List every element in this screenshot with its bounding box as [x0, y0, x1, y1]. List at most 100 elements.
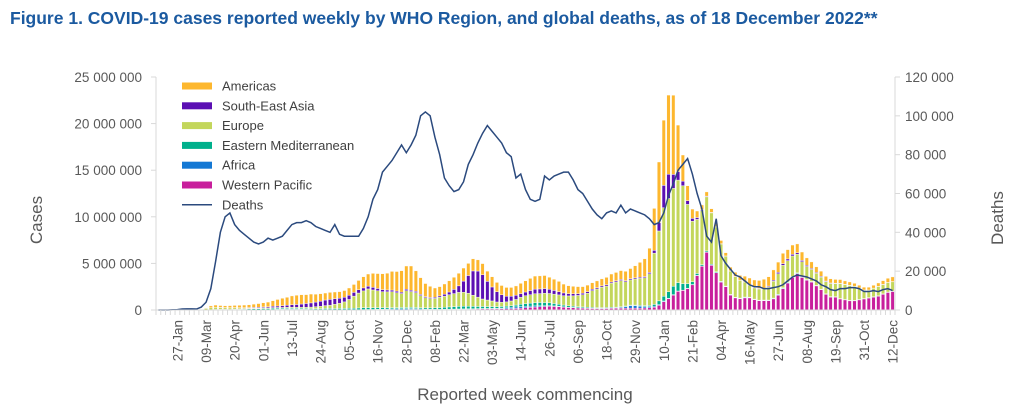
bar-eastern-mediterranean — [480, 306, 485, 309]
bar-americas — [537, 275, 542, 290]
bar-europe — [318, 306, 323, 309]
bar-americas — [533, 275, 537, 290]
bar-americas — [761, 279, 766, 289]
bar-western-pacific — [833, 296, 838, 311]
bar-western-pacific — [547, 306, 552, 311]
bar-western-pacific — [843, 299, 847, 311]
bar-americas — [471, 258, 475, 272]
bar-western-pacific — [699, 265, 704, 311]
bar-eastern-mediterranean — [361, 307, 366, 310]
bar-south-east-asia — [356, 289, 361, 294]
bar-south-east-asia — [309, 302, 313, 308]
bar-western-pacific — [823, 293, 828, 311]
bar-americas — [590, 282, 595, 290]
bar-americas — [828, 278, 833, 284]
bar-western-pacific — [757, 300, 762, 311]
bar-eastern-mediterranean — [456, 306, 461, 310]
bar-western-pacific — [766, 300, 771, 311]
bar-western-pacific — [704, 252, 709, 311]
bar-europe — [528, 294, 533, 304]
bar-americas — [328, 292, 332, 300]
bar-americas — [633, 265, 638, 279]
bar-americas — [599, 278, 604, 287]
bar-europe — [409, 291, 413, 308]
bar-south-east-asia — [304, 303, 309, 308]
bar-americas — [661, 119, 666, 186]
bar-americas — [232, 305, 237, 308]
bar-europe — [313, 306, 318, 309]
bar-europe — [428, 298, 433, 309]
y2-axis-title: Deaths — [988, 191, 1007, 245]
bar-americas — [833, 279, 838, 284]
bar-western-pacific — [852, 300, 857, 311]
bar-americas — [499, 285, 504, 296]
bar-americas — [380, 273, 385, 290]
bar-americas — [685, 185, 690, 201]
x-tick-label: 19-Sep — [828, 320, 843, 364]
bar-western-pacific — [719, 281, 723, 311]
bar-western-pacific — [800, 277, 804, 311]
bar-americas — [542, 275, 547, 289]
x-tick-label: 09-Mar — [199, 320, 214, 363]
bar-south-east-asia — [795, 252, 800, 255]
legend-swatch-europe — [182, 122, 212, 130]
bar-south-east-asia — [289, 304, 294, 308]
bar-europe — [542, 293, 547, 303]
bar-americas — [657, 161, 661, 223]
bar-europe — [475, 296, 480, 307]
bar-europe — [423, 297, 428, 309]
legend-swatch-western-pacific — [182, 181, 212, 189]
bar-europe — [351, 295, 356, 309]
bar-south-east-asia — [337, 297, 342, 304]
bar-americas — [809, 261, 814, 269]
bar-americas — [342, 290, 347, 298]
x-tick-label: 08-Feb — [428, 320, 443, 363]
bar-south-east-asia — [514, 295, 518, 300]
bar-europe — [208, 307, 213, 310]
bar-americas — [628, 268, 633, 279]
bar-europe — [371, 289, 375, 308]
bar-western-pacific — [890, 291, 895, 311]
bar-europe — [413, 292, 418, 308]
bar-americas — [466, 263, 471, 276]
bar-americas — [323, 292, 328, 301]
bar-africa — [633, 305, 638, 309]
bar-americas — [871, 285, 876, 289]
bar-western-pacific — [785, 282, 790, 311]
bar-south-east-asia — [776, 272, 781, 274]
bar-americas — [819, 270, 824, 277]
bar-south-east-asia — [566, 293, 571, 297]
bar-europe — [342, 301, 347, 309]
bar-western-pacific — [552, 306, 557, 311]
bar-western-pacific — [690, 284, 695, 311]
bar-south-east-asia — [452, 289, 456, 294]
bar-americas — [213, 304, 218, 308]
bar-europe — [432, 298, 437, 308]
bar-south-east-asia — [652, 250, 657, 254]
bar-eastern-mediterranean — [356, 307, 361, 310]
bar-americas — [595, 280, 599, 288]
bar-americas — [552, 279, 557, 291]
bar-americas — [576, 286, 580, 294]
bar-south-east-asia — [461, 280, 466, 293]
bar-americas — [418, 277, 423, 295]
bar-south-east-asia — [394, 290, 399, 293]
chart-title: Figure 1. COVID-19 cases reported weekly… — [10, 8, 878, 28]
bar-eastern-mediterranean — [475, 306, 480, 309]
bar-americas — [757, 280, 762, 289]
bar-europe — [504, 301, 509, 307]
bar-eastern-mediterranean — [666, 291, 671, 299]
legend-label-europe: Europe — [222, 118, 264, 133]
bar-europe — [795, 253, 800, 274]
bar-europe — [580, 294, 585, 308]
bar-americas — [800, 251, 804, 261]
bar-eastern-mediterranean — [566, 305, 571, 308]
x-tick-label: 03-May — [485, 320, 500, 365]
x-tick-label: 06-Sep — [571, 320, 586, 364]
bar-americas — [771, 269, 776, 281]
bar-americas — [723, 252, 728, 257]
bar-western-pacific — [657, 305, 661, 311]
bar-americas — [847, 281, 852, 286]
bar-south-east-asia — [294, 304, 299, 308]
bar-western-pacific — [671, 294, 676, 311]
